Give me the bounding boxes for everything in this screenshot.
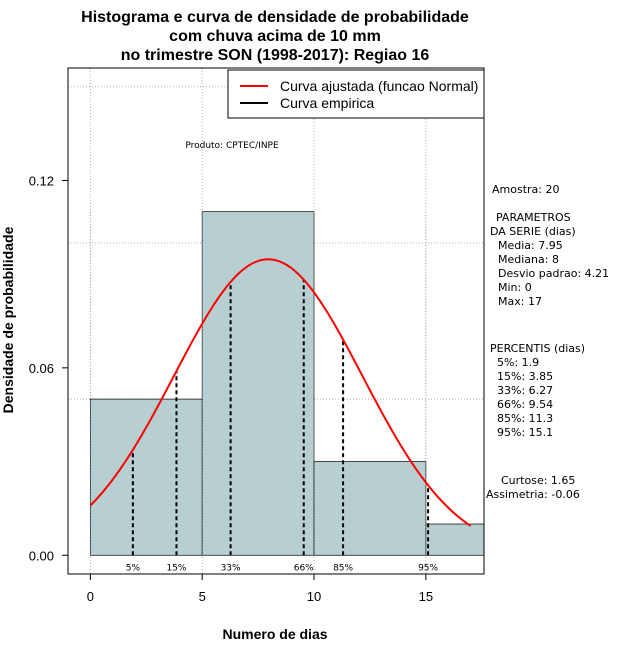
legend: Curva ajustada (funcao Normal) Curva emp…: [227, 69, 485, 119]
product-note: Produto: CPTEC/INPE: [185, 141, 279, 151]
histogram-bar: [425, 523, 485, 556]
legend-box: [227, 69, 485, 119]
stat-p95: 95%: 15.1: [497, 426, 553, 439]
plot-frame: [67, 67, 485, 575]
percentile-label: 66%: [294, 563, 314, 573]
chart-title-line-1: Histograma e curva de densidade de proba…: [81, 9, 469, 26]
stat-curtose: Curtose: 1.65: [501, 474, 575, 487]
stat-max: Max: 17: [498, 295, 542, 308]
percentile-label: 5%: [126, 563, 141, 573]
stat-p66: 66%: 9.54: [497, 398, 553, 411]
stat-percentis-title: PERCENTIS (dias): [490, 342, 585, 355]
stat-mediana: Mediana: 8: [498, 253, 559, 266]
y-axis-label: Densidade de probabilidade: [0, 226, 16, 413]
histogram-bars: [90, 211, 485, 556]
stat-p33: 33%: 6.27: [497, 384, 553, 397]
fitted-normal-curve: [89, 258, 472, 527]
percentile-lines: 5% 15% 33% 66% 85% 95%: [126, 279, 439, 573]
legend-label-empirical: Curva empirica: [280, 95, 374, 111]
x-tick-label: 0: [87, 589, 94, 604]
x-tick-label: 15: [419, 589, 433, 604]
x-axis-label: Numero de dias: [222, 626, 327, 642]
stat-param-title-1: PARAMETROS: [496, 211, 571, 224]
axes-layer: 0 5 10 15 0.00 0.06 0.12: [29, 173, 433, 604]
legend-label-fitted: Curva ajustada (funcao Normal): [280, 78, 478, 94]
percentile-label: 95%: [418, 563, 438, 573]
percentile-label: 15%: [166, 563, 186, 573]
stats-panel: Amostra: 20 PARAMETROS DA SERIE (dias) M…: [486, 183, 609, 501]
fitted-curve-layer: [89, 258, 472, 527]
chart-title-line-3: no trimestre SON (1998-2017): Regiao 16: [121, 47, 430, 64]
x-tick-label: 5: [199, 589, 206, 604]
histogram-bar: [90, 398, 203, 556]
y-tick-label: 0.00: [29, 548, 54, 563]
x-tick-label: 10: [307, 589, 321, 604]
percentile-label: 33%: [221, 563, 241, 573]
stat-desvio: Desvio padrao: 4.21: [498, 267, 609, 280]
stat-p15: 15%: 3.85: [497, 370, 553, 383]
stat-param-title-2: DA SERIE (dias): [490, 225, 576, 238]
y-tick-label: 0.12: [29, 173, 54, 188]
stat-p85: 85%: 11.3: [497, 412, 553, 425]
histogram-bar: [313, 461, 427, 556]
y-tick-label: 0.06: [29, 361, 54, 376]
histogram-bar: [201, 211, 315, 556]
stat-amostra: Amostra: 20: [492, 183, 559, 196]
stat-min: Min: 0: [498, 281, 532, 294]
stat-media: Media: 7.95: [498, 239, 563, 252]
stat-p5: 5%: 1.9: [497, 356, 539, 369]
stat-assimetria: Assimetria: -0.06: [486, 488, 580, 501]
chart-title-line-2: com chuva acima de 10 mm: [169, 28, 381, 45]
percentile-label: 85%: [333, 563, 353, 573]
